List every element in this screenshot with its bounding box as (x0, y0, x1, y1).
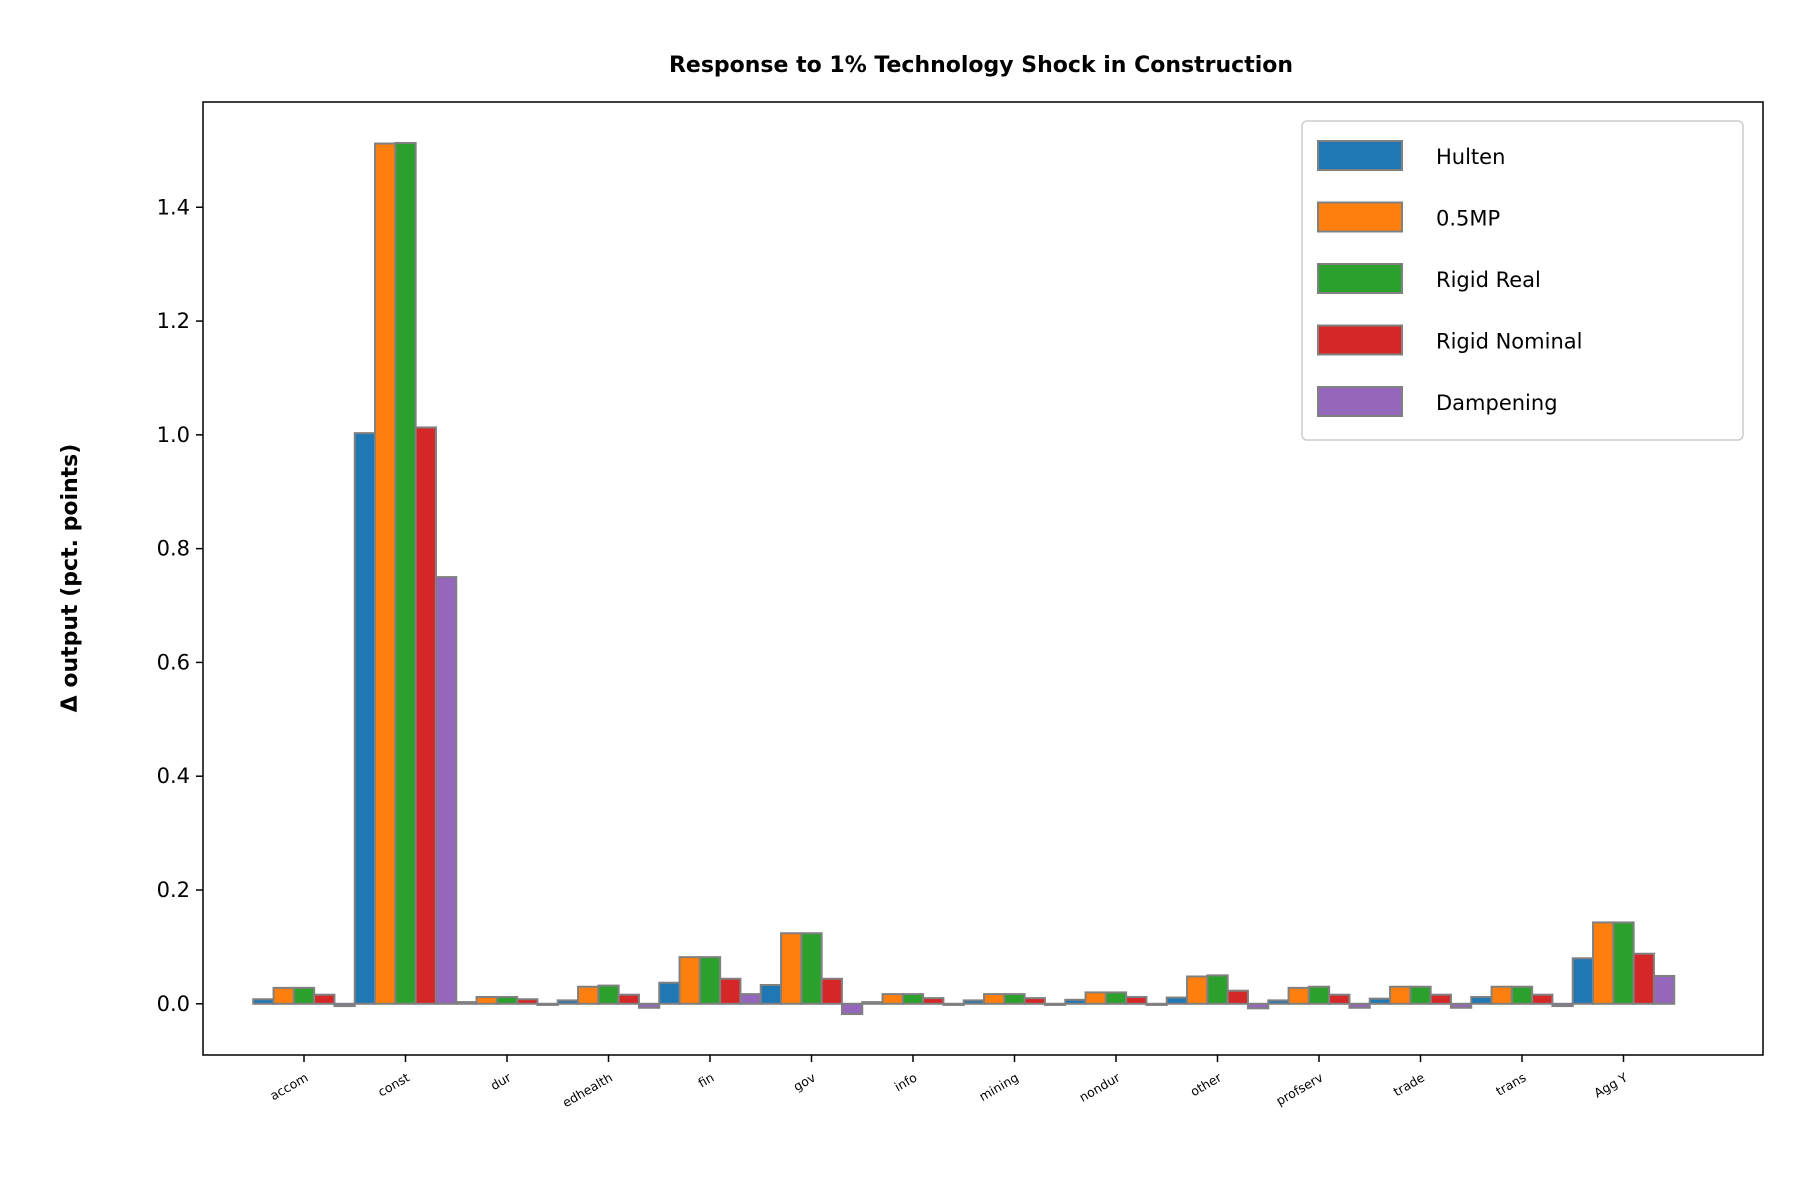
bar (1612, 921, 1635, 1005)
bar (1652, 974, 1676, 1005)
bar (1490, 985, 1513, 1005)
legend-label: Rigid Nominal (1436, 330, 1582, 354)
bar (1307, 985, 1331, 1005)
bar (1632, 952, 1655, 1005)
bar (1186, 975, 1209, 1005)
bar (861, 1001, 884, 1005)
bar (1348, 1002, 1371, 1009)
bar (1064, 998, 1087, 1005)
bar (1592, 921, 1615, 1005)
legend-label: Hulten (1436, 145, 1505, 169)
bar (1571, 957, 1595, 1005)
bar (414, 426, 437, 1005)
bar (1145, 1002, 1168, 1006)
y-tick-label: 1.4 (157, 195, 190, 219)
bar (617, 993, 640, 1005)
bar (820, 977, 843, 1005)
bar (272, 986, 295, 1005)
bar (353, 432, 377, 1005)
y-tick-label: 0.4 (157, 764, 190, 788)
bar (1267, 999, 1290, 1005)
bar (780, 932, 803, 1005)
bar (1287, 986, 1310, 1005)
legend-box (1301, 120, 1744, 441)
bar (1003, 993, 1026, 1005)
bar (881, 993, 904, 1005)
bar (536, 1002, 559, 1006)
y-tick-label: 1.0 (157, 423, 190, 447)
bar (1470, 995, 1493, 1005)
bar (962, 999, 986, 1005)
y-tick-label: 0.2 (157, 878, 190, 902)
bar (556, 999, 580, 1005)
bar (739, 993, 762, 1005)
legend-label: Rigid Real (1436, 268, 1541, 292)
legend-swatch (1317, 263, 1403, 294)
plot-frame (202, 101, 1764, 1056)
legend-swatch (1317, 386, 1403, 417)
bar (1043, 1002, 1067, 1006)
bar (252, 998, 275, 1005)
bar (1551, 1002, 1574, 1008)
bar (313, 993, 336, 1005)
bar (475, 995, 498, 1005)
bar (678, 956, 701, 1005)
x-tick-label: fin (695, 1070, 716, 1091)
bar (1328, 993, 1351, 1005)
bar (434, 576, 458, 1005)
legend: Hulten 0.5MP Rigid Real Rigid Nominal Dampen… (1301, 120, 1744, 441)
bar (759, 984, 783, 1005)
bar (1429, 993, 1452, 1005)
bar (374, 142, 397, 1005)
bar (1226, 989, 1249, 1005)
bar (597, 984, 620, 1005)
bar (983, 993, 1006, 1005)
bar (922, 997, 945, 1005)
bar (495, 995, 519, 1005)
legend-swatch (1317, 324, 1403, 356)
legend-swatch (1317, 140, 1403, 171)
bar (394, 141, 417, 1005)
bar (942, 1002, 965, 1006)
bar (1368, 997, 1392, 1005)
bar (1206, 974, 1229, 1005)
bar (292, 986, 316, 1005)
bar (719, 977, 742, 1005)
bar (698, 956, 722, 1005)
bar (1165, 996, 1189, 1005)
bar (840, 1002, 864, 1016)
legend-label: 0.5MP (1436, 207, 1500, 231)
legend-swatch (1317, 201, 1403, 233)
bar (333, 1002, 356, 1008)
bar (800, 932, 823, 1005)
chart-title: Response to 1% Technology Shock in Const… (669, 53, 1293, 78)
bar (1246, 1002, 1270, 1010)
bar (1389, 985, 1412, 1005)
bar (637, 1002, 661, 1009)
bar (1023, 997, 1046, 1005)
bar (1449, 1002, 1473, 1009)
y-tick-label: 0.6 (157, 650, 190, 674)
bar (1104, 991, 1128, 1005)
y-tick-label: 1.2 (157, 309, 190, 333)
y-tick-label: 0.8 (157, 537, 190, 561)
bar (1084, 991, 1107, 1005)
bar (1510, 985, 1534, 1005)
legend-label: Dampening (1436, 391, 1558, 415)
bar (577, 985, 600, 1005)
y-axis-label: Δ output (pct. points) (58, 444, 83, 713)
bar (901, 993, 925, 1005)
y-tick-label: 0.0 (157, 992, 190, 1016)
y-axis: 0.0 0.2 0.4 0.6 0.8 1.0 1.2 1.4 (157, 195, 203, 1016)
bar (1531, 993, 1554, 1005)
bar (658, 981, 681, 1005)
bars-layer (252, 141, 1676, 1016)
bar (1409, 985, 1432, 1005)
bar (1125, 995, 1148, 1005)
bar (455, 1001, 478, 1005)
bar (516, 998, 539, 1005)
